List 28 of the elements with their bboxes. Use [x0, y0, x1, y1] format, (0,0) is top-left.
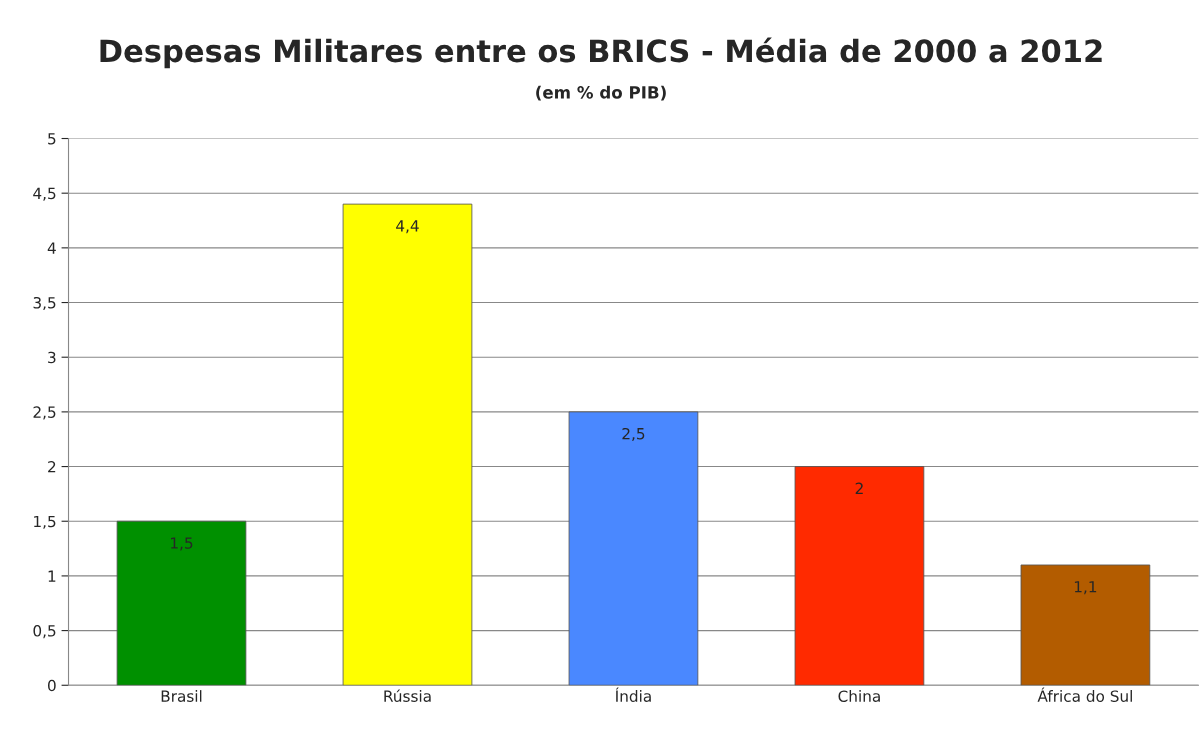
y-tick-label: 4	[47, 242, 56, 254]
y-tick-label: 1,5	[34, 515, 56, 529]
data-label: 2	[855, 482, 863, 494]
y-tick-label: 2	[48, 461, 56, 473]
x-tick-label: África do Sul	[1037, 687, 1132, 702]
chart-subtitle: (em % do PIB)	[536, 85, 666, 101]
x-tick-label: Índia	[615, 687, 651, 702]
x-tick-label: Brasil	[161, 690, 202, 702]
y-tick-label: 4,5	[33, 187, 56, 201]
bar	[794, 466, 925, 686]
bar	[568, 411, 699, 686]
y-tick-label: 0,5	[33, 625, 56, 639]
data-label: 1,1	[1074, 581, 1097, 595]
bar	[342, 203, 473, 686]
chart-title: Despesas Militares entre os BRICS - Média de 2000 a 2012	[100, 37, 1102, 69]
x-tick-label: Rússia	[384, 689, 431, 702]
data-label: 4,4	[396, 220, 419, 234]
y-tick-label: 2,5	[33, 406, 56, 420]
bar	[116, 520, 247, 686]
data-label: 2,5	[622, 427, 645, 442]
y-tick-label: 5	[48, 133, 56, 145]
x-tick-label: China	[838, 690, 880, 702]
y-tick-label: 1	[48, 570, 56, 582]
y-tick-label: 0	[48, 679, 56, 692]
y-tick-label: 3,5	[33, 297, 56, 311]
data-label: 1,5	[171, 537, 193, 551]
y-tick-label: 3	[48, 351, 56, 364]
bar	[1020, 564, 1151, 686]
